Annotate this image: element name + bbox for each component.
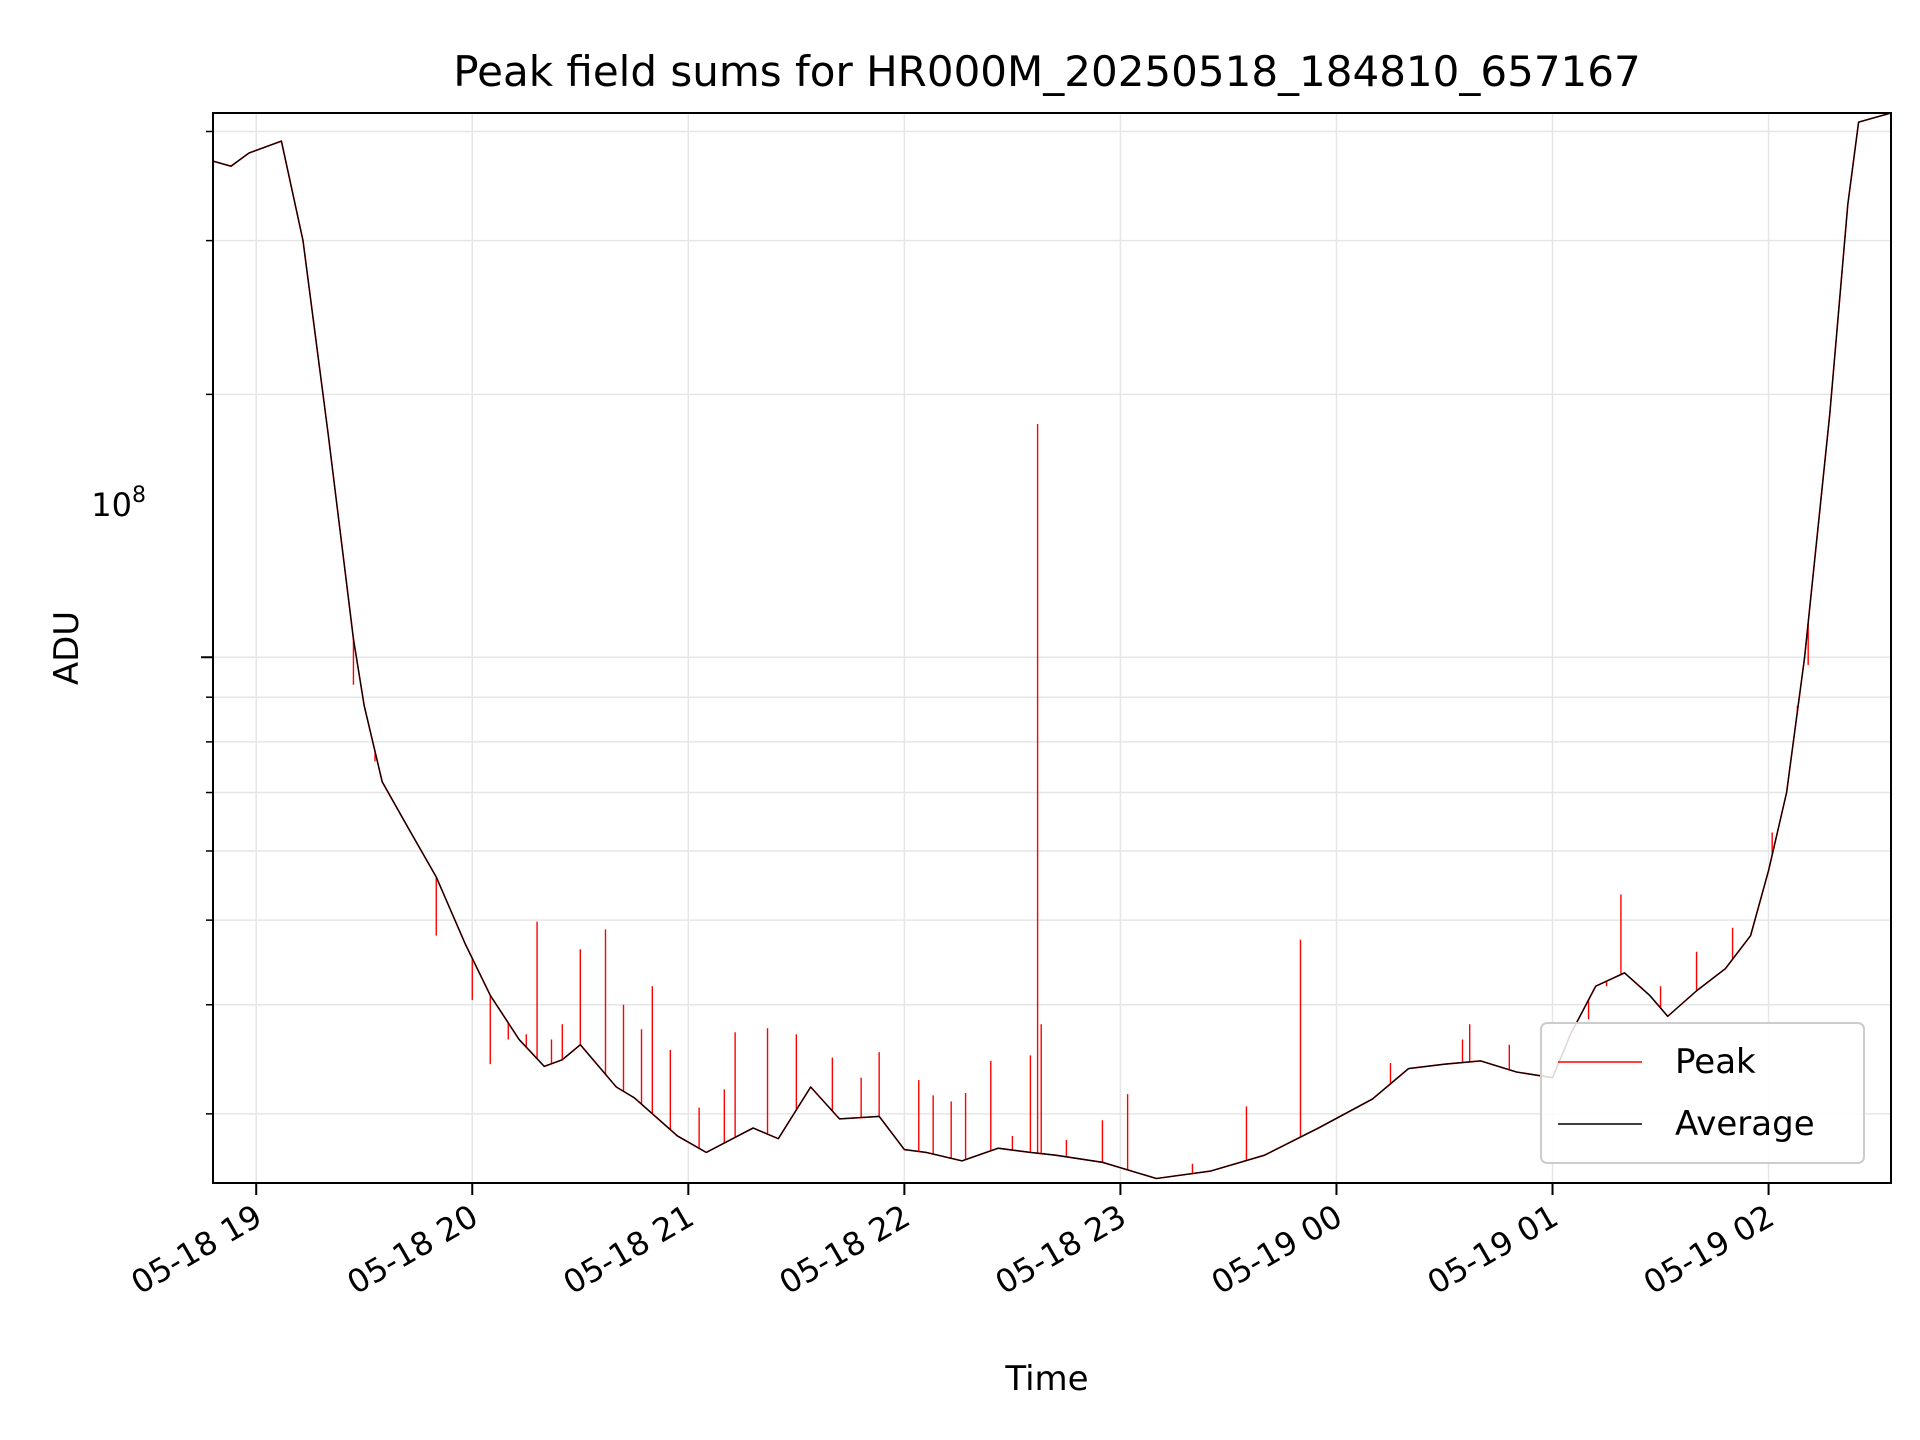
svg-text:108: 108 (91, 483, 146, 524)
plot-frame (212, 112, 1892, 1184)
x-axis-label: Time (1004, 1359, 1088, 1399)
y-axis-label: ADU (47, 611, 87, 685)
series-line-average (212, 112, 1892, 1180)
y-tick-label-major: 108 (91, 483, 146, 524)
y-axis-ticks (201, 130, 213, 1115)
grid-lines (213, 113, 1891, 1183)
legend-label-peak: Peak (1675, 1042, 1756, 1082)
legend-label-average: Average (1675, 1104, 1815, 1144)
legend-box (1540, 1022, 1865, 1164)
chart-title: Peak field sums for HR000M_20250518_1848… (453, 47, 1640, 96)
legend: Peak Average (1540, 1022, 1865, 1164)
plot-series (212, 112, 1892, 1180)
y-tick-label-base: 10 (91, 486, 132, 524)
y-tick-label-exponent: 8 (132, 483, 146, 508)
